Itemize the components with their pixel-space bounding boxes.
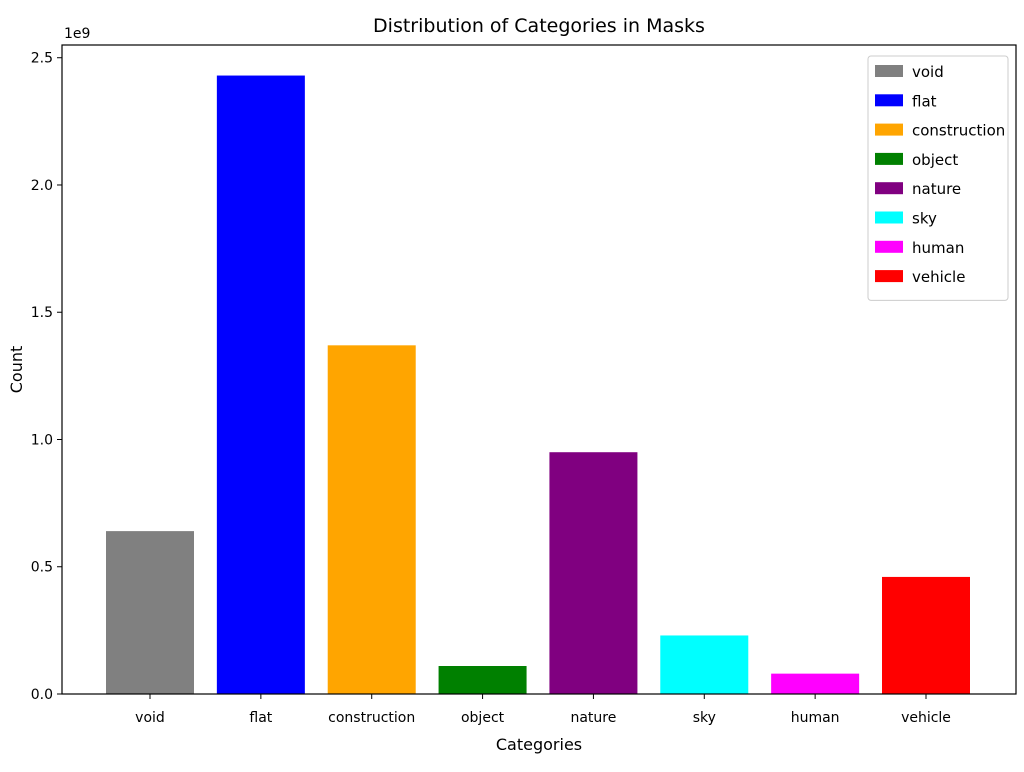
ticks-layer: void flat construction object nature sky human…: [31, 51, 951, 726]
legend-label-object: object: [912, 151, 958, 169]
bar-object: [438, 666, 527, 694]
legend-swatch-construction: [875, 123, 903, 136]
plot-frame: [61, 44, 1017, 695]
y-tick-label: 1.0: [31, 432, 53, 448]
bar-vehicle: [882, 576, 970, 694]
bar-void: [106, 531, 194, 694]
x-tick-label: sky: [693, 710, 716, 726]
x-tick-label: nature: [570, 710, 616, 726]
bar-human: [771, 673, 860, 694]
chart-title: Distribution of Categories in Masks: [373, 15, 705, 37]
legend-label-sky: sky: [912, 210, 937, 228]
legend-swatch-nature: [875, 182, 903, 195]
y-tick-label: 2.5: [31, 51, 53, 67]
y-axis-label: Count: [7, 346, 26, 394]
y-tick-label: 0.0: [31, 687, 53, 703]
legend-label-vehicle: vehicle: [912, 268, 965, 286]
legend-label-void: void: [912, 63, 944, 81]
x-tick-label: construction: [328, 710, 415, 726]
legend-swatch-vehicle: [875, 270, 903, 283]
x-tick-label: vehicle: [901, 710, 951, 726]
legend-box: [867, 55, 1009, 301]
legend-swatch-object: [875, 152, 903, 165]
y-tick-label: 1.5: [31, 305, 53, 321]
bar-construction: [327, 345, 416, 694]
x-tick-label: flat: [249, 710, 272, 726]
legend-label-nature: nature: [912, 180, 961, 198]
bar-nature: [549, 452, 638, 694]
bar-sky: [660, 635, 749, 694]
legend-swatch-flat: [875, 94, 903, 107]
bars-layer: [106, 75, 970, 694]
x-tick-label: void: [135, 710, 165, 726]
legend-label-flat: flat: [912, 92, 937, 110]
x-tick-label: object: [461, 710, 505, 726]
y-tick-label: 0.5: [31, 560, 53, 576]
legend-label-construction: construction: [912, 122, 1005, 140]
legend: void flat construction object nature sky human…: [867, 55, 1009, 301]
legend-swatch-void: [875, 65, 903, 77]
legend-swatch-sky: [875, 211, 903, 224]
legend-label-human: human: [912, 239, 964, 257]
legend-swatch-human: [875, 240, 903, 253]
y-axis-offset-label: 1e9: [64, 26, 90, 42]
bar-flat: [216, 75, 305, 694]
y-tick-label: 2.0: [31, 178, 53, 194]
x-tick-label: human: [791, 710, 840, 726]
x-axis-label: Categories: [496, 735, 582, 754]
